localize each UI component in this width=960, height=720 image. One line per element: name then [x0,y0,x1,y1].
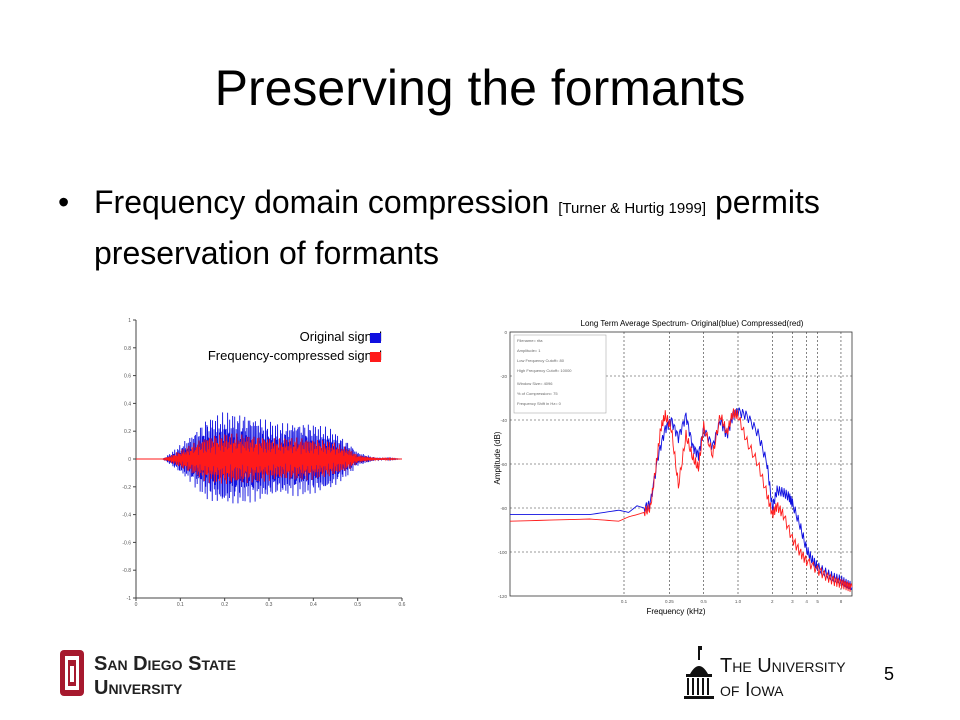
spectrum-info-line: High Frequency Cutoff= 10000 [517,368,572,373]
sdsu-seal-icon [60,650,84,696]
waveform-x-tick-label: 0.3 [266,602,273,606]
waveform-axes: 10.80.60.40.20-0.2-0.4-0.6-0.8-10 0.1 0.2 0… [122,318,405,606]
waveform-x-tick-label: 0 [135,602,138,606]
spectrum-ylabel: Amplitude (dB) [493,431,502,484]
spectrum-info-box: Filename= rita Amplitude= 1 Low Frequency … [513,334,607,414]
waveform-x-tick-label: 0.4 [310,602,317,606]
waveform-chart: 10.80.60.40.20-0.2-0.4-0.6-0.8-10 0.1 0.2 0… [122,318,405,606]
spectrum-x-tick-label: 1.0 [735,599,742,604]
bullet-text: Frequency domain compression [Turner & H… [94,180,924,275]
spectrum-y-tick-label: -60 [500,462,507,467]
waveform-y-tick-label: 0 [128,457,131,463]
waveform-x-tick-label: 0.6 [399,602,406,606]
original-signal-line [136,412,402,504]
spectrum-info-line: Frequency Shift in Hz= 0 [517,401,562,406]
spectrum-x-tick-label: 4 [805,599,808,604]
spectrum-y-tick-label: -80 [500,506,507,511]
waveform-x-tick-label: 0.5 [354,602,361,606]
page-number: 5 [884,664,895,684]
waveform-y-tick-label: 0.4 [124,401,131,407]
slide-title: Preserving the formants [214,60,746,116]
waveform-y-tick-label: -1 [127,596,132,602]
spectrum-x-tick-label: 5 [816,599,819,604]
waveform-y-tick-label: 0.8 [124,346,131,352]
legend-compressed-swatch [370,352,381,362]
compressed-signal-line [136,433,403,484]
spectrum-info-line: Window Size= 4096 [517,381,553,386]
waveform-x-tick-label: 0.1 [177,602,184,606]
spectrum-info-line: Filename= rita [517,338,543,343]
uiowa-name-line2: of Iowa [720,679,784,701]
waveform-y-tick-label: 0.2 [124,429,131,435]
spectrum-x-tick-label: 0.25 [665,599,674,604]
bullet-citation: [Turner & Hurtig 1999] [558,200,707,217]
spectrum-x-tick-label: 0.1 [621,599,628,604]
sdsu-logo: San Diego State University [58,648,298,700]
spectrum-info-line: Low Frequency Cutoff= 80 [517,358,565,363]
spectrum-compressed-line [509,408,853,592]
uiowa-name-line1: The University [720,655,846,677]
spectrum-info-frame [513,334,607,414]
waveform-y-tick-label: -0.6 [122,540,131,546]
waveform-y-tick-label: 1 [128,318,131,324]
waveform-signals [136,412,403,504]
spectrum-xlabel: Frequency (kHz) [646,607,705,616]
spectrum-chart: Long Term Average Spectrum- Original(blu… [493,319,853,616]
legend-compressed-label: Frequency-compressed signal [208,348,382,363]
sdsu-name-line2: University [94,677,183,699]
spectrum-x-tick-label: 3 [791,599,794,604]
spectrum-y-tick-label: -40 [500,418,507,423]
waveform-y-tick-label: -0.2 [122,485,131,491]
uiowa-logo: The University of Iowa [676,640,876,704]
spectrum-y-tick-label: -20 [500,374,507,379]
bullet-main-text: Frequency domain compression [94,184,550,220]
legend-original-swatch [370,333,381,343]
spectrum-info-line: Amplitude= 1 [517,348,541,353]
spectrum-x-tick-label: 2 [771,599,774,604]
bullet-dot-icon: • [58,184,70,220]
spectrum-info-line: % of Compression= 75 [517,391,558,396]
spectrum-y-tick-label: -120 [498,594,508,599]
spectrum-y-tick-label: 0 [504,330,507,335]
waveform-x-tick-label: 0.2 [221,602,228,606]
bullet-rest-text: permits preservation of formants [94,184,820,271]
old-capitol-icon [684,646,714,699]
spectrum-x-tick-label: 0.5 [701,599,708,604]
spectrum-title: Long Term Average Spectrum- Original(blu… [581,319,804,328]
waveform-y-tick-label: -0.4 [122,513,131,519]
spectrum-y-tick-label: -100 [498,550,508,555]
waveform-y-tick-label: 0.6 [124,374,131,380]
waveform-y-tick-label: -0.8 [122,568,131,574]
spectrum-series [509,407,853,592]
waveform-legend: Original signal Frequency-compressed sig… [208,329,382,363]
sdsu-name-line1: San Diego State [94,653,236,675]
legend-original-label: Original signal [300,329,382,344]
spectrum-original-line [510,407,853,591]
spectrum-x-tick-label: 8 [840,599,843,604]
